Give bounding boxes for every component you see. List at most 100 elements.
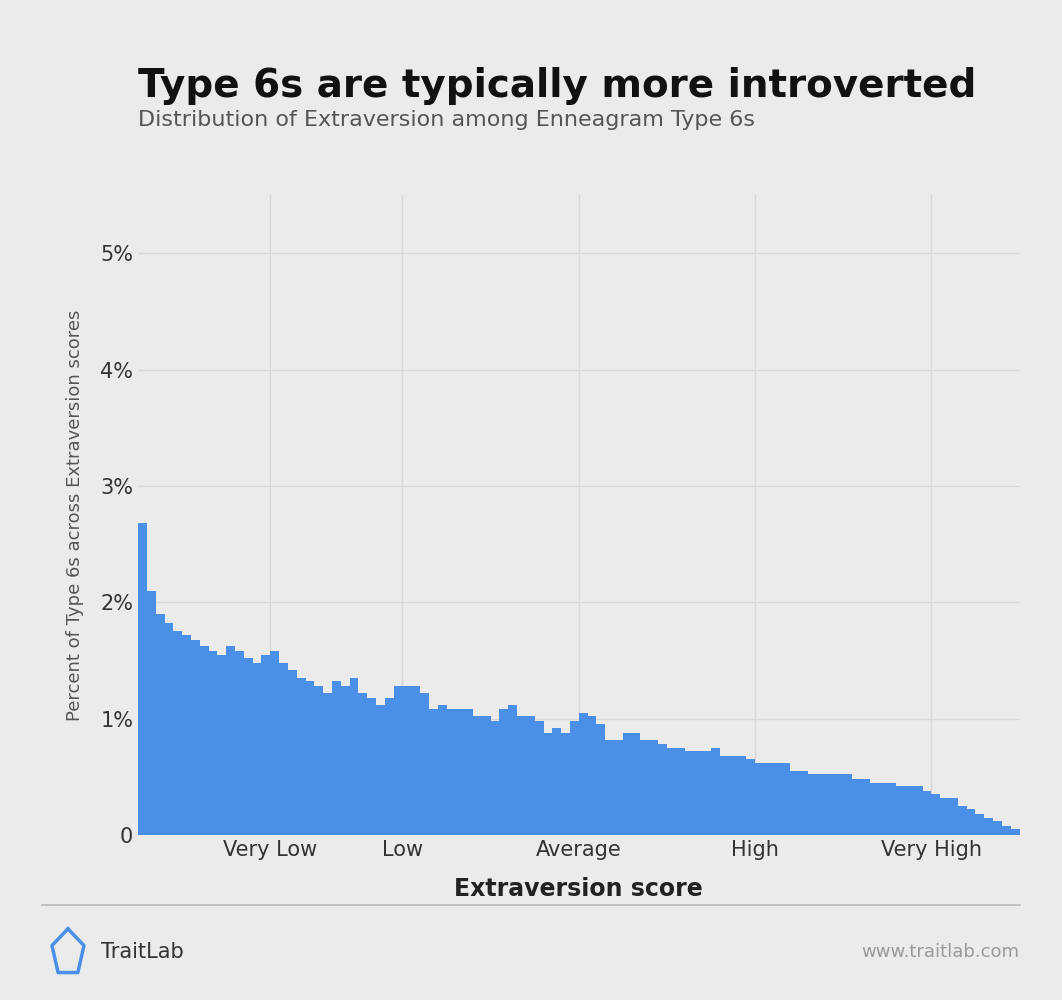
Bar — [376, 705, 384, 835]
Bar — [720, 756, 729, 835]
Bar — [526, 716, 534, 835]
Bar — [482, 716, 491, 835]
Bar — [729, 756, 737, 835]
Bar — [817, 774, 825, 835]
Bar — [605, 740, 614, 835]
Bar — [712, 748, 720, 835]
Bar — [349, 678, 359, 835]
Bar — [183, 635, 191, 835]
Bar — [614, 740, 622, 835]
Bar — [535, 721, 544, 835]
Bar — [191, 640, 200, 835]
Bar — [509, 705, 517, 835]
Bar — [984, 818, 993, 835]
Bar — [976, 814, 984, 835]
Bar — [226, 646, 235, 835]
Bar — [288, 670, 296, 835]
Bar — [411, 686, 421, 835]
Bar — [218, 655, 226, 835]
Bar — [685, 751, 693, 835]
Bar — [782, 763, 790, 835]
Bar — [456, 709, 464, 835]
Text: Type 6s are typically more introverted: Type 6s are typically more introverted — [138, 67, 976, 105]
Bar — [773, 763, 782, 835]
Bar — [332, 681, 341, 835]
Bar — [421, 693, 429, 835]
Bar — [208, 651, 218, 835]
Bar — [764, 763, 773, 835]
Bar — [861, 779, 870, 835]
Bar — [747, 759, 755, 835]
Bar — [165, 623, 173, 835]
Bar — [852, 779, 861, 835]
Bar — [552, 728, 561, 835]
Bar — [402, 686, 411, 835]
Bar — [367, 698, 376, 835]
Bar — [878, 783, 888, 835]
Bar — [667, 748, 675, 835]
Bar — [755, 763, 764, 835]
Bar — [799, 771, 808, 835]
Bar — [438, 705, 446, 835]
Bar — [138, 523, 147, 835]
X-axis label: Extraversion score: Extraversion score — [455, 877, 703, 901]
Bar — [658, 744, 667, 835]
Bar — [446, 709, 456, 835]
Bar — [649, 740, 658, 835]
Bar — [491, 721, 499, 835]
Bar — [825, 774, 835, 835]
Bar — [173, 631, 183, 835]
Bar — [253, 663, 261, 835]
Bar — [473, 716, 482, 835]
Bar — [296, 678, 306, 835]
Bar — [808, 774, 817, 835]
Bar — [632, 733, 640, 835]
Bar — [675, 748, 685, 835]
Text: TraitLab: TraitLab — [101, 942, 184, 962]
Bar — [314, 686, 323, 835]
Bar — [693, 751, 702, 835]
Bar — [640, 740, 649, 835]
Bar — [843, 774, 852, 835]
Bar — [1001, 826, 1011, 835]
Bar — [790, 771, 800, 835]
Bar — [923, 791, 931, 835]
Bar — [341, 686, 349, 835]
Bar — [499, 709, 509, 835]
Text: www.traitlab.com: www.traitlab.com — [861, 943, 1020, 961]
Bar — [244, 658, 253, 835]
Bar — [570, 721, 579, 835]
Bar — [835, 774, 843, 835]
Bar — [1011, 829, 1020, 835]
Bar — [561, 733, 570, 835]
Bar — [394, 686, 402, 835]
Bar — [940, 798, 949, 835]
Bar — [896, 786, 905, 835]
Text: Distribution of Extraversion among Enneagram Type 6s: Distribution of Extraversion among Ennea… — [138, 110, 755, 130]
Bar — [905, 786, 913, 835]
Bar — [359, 693, 367, 835]
Bar — [913, 786, 923, 835]
Bar — [235, 651, 244, 835]
Bar — [544, 733, 552, 835]
Bar — [993, 821, 1001, 835]
Bar — [261, 655, 270, 835]
Bar — [966, 809, 975, 835]
Bar — [517, 716, 526, 835]
Bar — [464, 709, 473, 835]
Bar — [737, 756, 747, 835]
Bar — [306, 681, 314, 835]
Bar — [579, 713, 587, 835]
Bar — [270, 651, 279, 835]
Bar — [931, 794, 940, 835]
Bar — [147, 591, 156, 835]
Bar — [200, 646, 208, 835]
Bar — [622, 733, 632, 835]
Bar — [323, 693, 332, 835]
Bar — [279, 663, 288, 835]
Bar — [587, 716, 597, 835]
Bar — [156, 614, 165, 835]
Bar — [429, 709, 438, 835]
Bar — [702, 751, 712, 835]
Bar — [958, 806, 966, 835]
